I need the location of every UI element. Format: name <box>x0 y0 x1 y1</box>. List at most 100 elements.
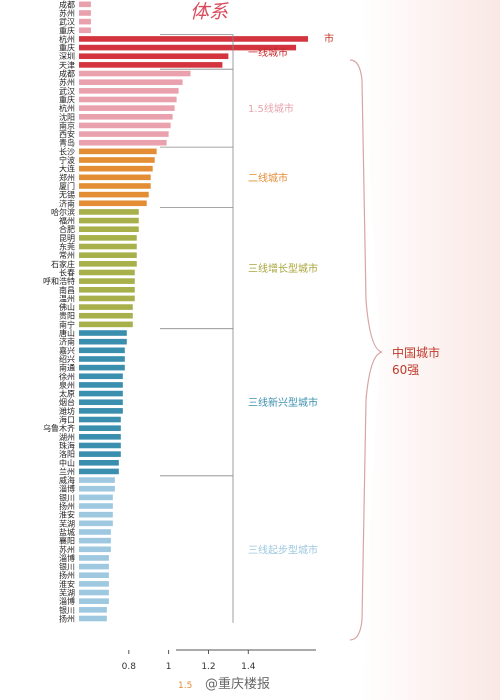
city-label-35: 温州 <box>59 294 75 303</box>
bar-68 <box>79 581 109 587</box>
group-label-4: 三线增长型城市 <box>248 262 318 275</box>
bar-34 <box>79 286 135 293</box>
city-label-69: 芜湖 <box>59 588 75 598</box>
group-label-5: 三线新兴型城市 <box>248 396 318 409</box>
bar-15 <box>79 122 171 129</box>
bar-20 <box>79 165 153 172</box>
city-label-16: 西安 <box>59 129 75 139</box>
bar-65 <box>79 555 109 561</box>
bar-35 <box>79 295 135 302</box>
city-label-13: 杭州 <box>59 103 75 113</box>
bar-39 <box>79 330 127 336</box>
city-label-71: 银川 <box>59 605 75 615</box>
city-label-17: 青岛 <box>59 138 75 148</box>
bar-2 <box>79 10 91 16</box>
bar-50 <box>79 425 121 431</box>
city-label-39: 唐山 <box>59 328 75 338</box>
bar-30 <box>79 252 137 258</box>
city-label-61: 芜湖 <box>59 518 75 528</box>
bar-72 <box>79 615 107 622</box>
city-label-18: 长沙 <box>59 146 75 156</box>
city-label-31: 石家庄 <box>51 259 75 269</box>
group-bracket-1 <box>160 34 234 70</box>
city-label-28: 昆明 <box>59 234 75 243</box>
bar-28 <box>79 235 137 241</box>
bar-49 <box>79 416 121 423</box>
bar-25 <box>79 209 139 215</box>
bar-31 <box>79 261 137 267</box>
city-label-26: 福州 <box>59 217 75 226</box>
bar-9 <box>79 70 191 77</box>
city-label-68: 淮安 <box>59 579 75 589</box>
bar-64 <box>79 546 111 553</box>
bar-56 <box>79 477 115 483</box>
bar-16 <box>79 131 169 137</box>
bar-66 <box>79 563 109 570</box>
city-labels-layer: 成都苏州武汉重庆杭州重庆深圳天津成都苏州武汉重庆杭州沈阳南京西安青岛长沙宁波大连… <box>43 0 75 623</box>
bar-60 <box>79 511 113 518</box>
city-label-44: 徐州 <box>59 371 75 381</box>
city-label-42: 绍兴 <box>59 354 75 364</box>
total-label-line-1: 中国城市 <box>392 345 440 360</box>
bar-22 <box>79 183 151 189</box>
city-label-36: 佛山 <box>59 302 75 312</box>
city-label-58: 银川 <box>59 492 75 502</box>
city-label-9: 成都 <box>59 69 75 79</box>
bar-47 <box>79 399 123 406</box>
bar-5 <box>79 36 309 42</box>
city-label-60: 淮安 <box>59 510 75 520</box>
bar-67 <box>79 572 109 579</box>
city-label-54: 中山 <box>59 458 75 468</box>
city-label-51: 湖州 <box>59 433 75 442</box>
city-label-59: 扬州 <box>59 501 75 511</box>
city-label-29: 东莞 <box>59 242 75 252</box>
bar-41 <box>79 347 125 354</box>
bar-55 <box>79 468 119 475</box>
bar-36 <box>79 304 133 310</box>
city-label-47: 烟台 <box>59 397 75 407</box>
city-label-4: 重庆 <box>59 25 75 35</box>
bar-63 <box>79 537 111 544</box>
city-label-30: 常州 <box>59 251 75 260</box>
group-bracket-2 <box>160 68 234 148</box>
bar-46 <box>79 390 123 397</box>
bar-19 <box>79 157 155 163</box>
city-label-21: 郑州 <box>59 172 75 182</box>
city-label-33: 呼和浩特 <box>43 276 75 286</box>
city-label-66: 银川 <box>59 562 75 572</box>
city-label-8: 天津 <box>59 60 75 70</box>
bar-58 <box>79 494 113 501</box>
city-label-57: 淄博 <box>59 484 75 494</box>
group-label-1: 一线城市 <box>248 46 288 59</box>
city-label-43: 南通 <box>59 363 75 373</box>
top-bar-label: 市 <box>324 32 334 45</box>
bar-70 <box>79 598 109 604</box>
city-label-38: 南宁 <box>59 319 75 329</box>
group-label-6: 三线起步型城市 <box>248 543 318 556</box>
bars-layer <box>79 1 309 622</box>
city-label-37: 贵阳 <box>59 311 75 321</box>
bar-14 <box>79 113 173 120</box>
bar-43 <box>79 364 125 371</box>
city-label-62: 盐城 <box>59 527 75 537</box>
bar-24 <box>79 200 147 207</box>
city-label-46: 太原 <box>59 389 75 399</box>
bar-32 <box>79 269 135 276</box>
bar-1 <box>79 1 91 8</box>
city-label-40: 济南 <box>59 337 75 347</box>
bar-51 <box>79 434 121 440</box>
city-label-52: 珠海 <box>59 440 75 450</box>
city-label-23: 无锡 <box>59 191 75 200</box>
city-label-5: 杭州 <box>59 34 75 44</box>
bar-42 <box>79 356 125 362</box>
city-label-6: 重庆 <box>59 43 75 53</box>
city-label-55: 兰州 <box>59 466 75 476</box>
group-bracket-3 <box>160 146 234 208</box>
city-label-11: 武汉 <box>59 86 75 96</box>
bar-13 <box>79 105 175 111</box>
x-tick-label-4: 1.4 <box>241 662 256 672</box>
bar-61 <box>79 520 113 527</box>
city-label-34: 南昌 <box>59 285 75 295</box>
city-label-45: 泉州 <box>59 380 75 390</box>
city-label-15: 南京 <box>59 120 75 130</box>
